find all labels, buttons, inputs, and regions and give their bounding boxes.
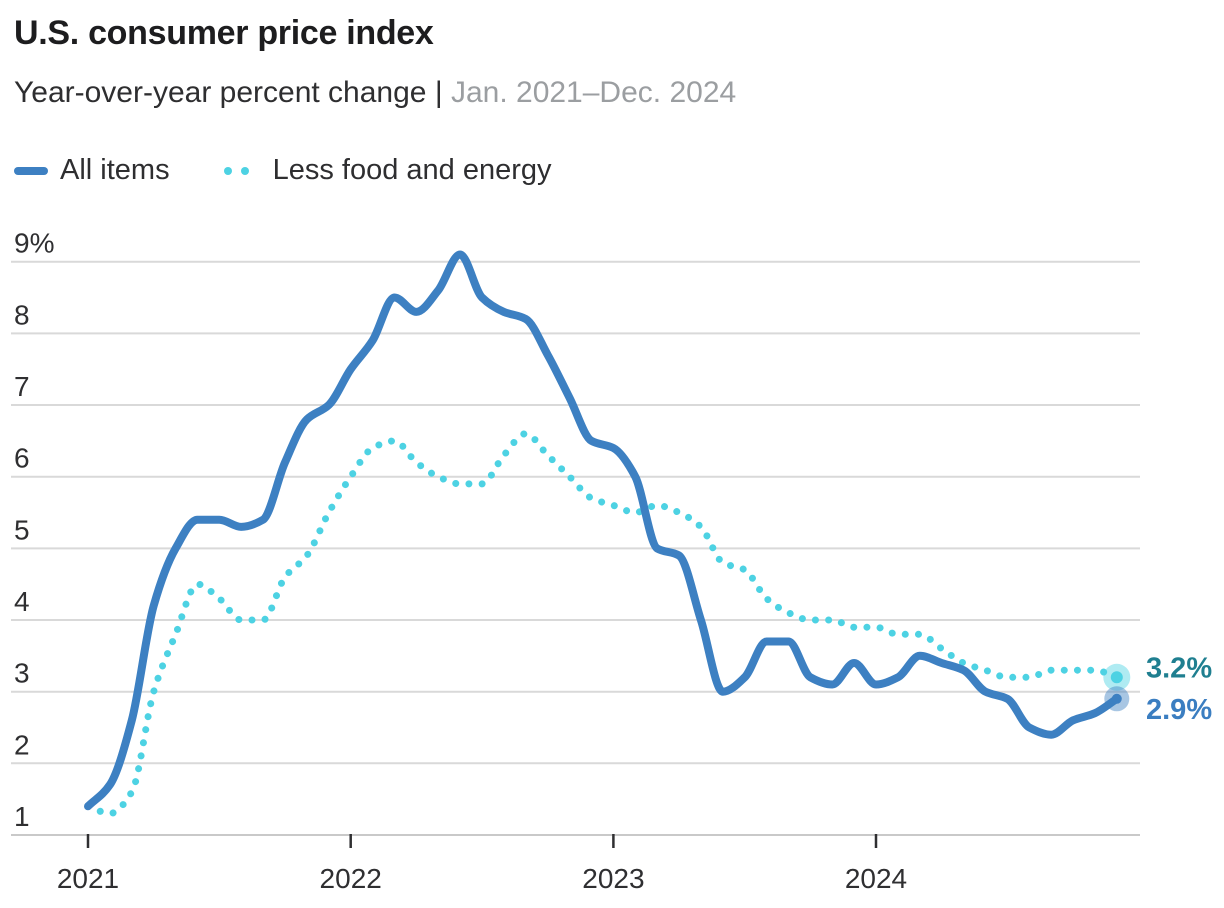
dot-icon <box>223 166 232 175</box>
legend-label-all-items: All items <box>60 154 170 186</box>
less-food-energy-endpoint-dot <box>1110 671 1123 684</box>
less-food-energy-end-value-label: 3.2% <box>1146 652 1212 684</box>
chart-subtitle: Year-over-year percent change | Jan. 202… <box>14 76 736 110</box>
subtitle-separator: | <box>434 76 443 109</box>
x-axis-label: 2022 <box>320 863 382 894</box>
y-axis-label: 2 <box>14 729 30 760</box>
legend-item-all-items: All items <box>14 154 170 187</box>
y-axis-label: 3 <box>14 658 30 689</box>
y-axis-label: 4 <box>14 586 30 617</box>
y-axis-label: 7 <box>14 371 30 402</box>
subtitle-date-range: Jan. 2021–Dec. 2024 <box>450 76 737 109</box>
series-line-less-food-energy <box>84 430 1121 817</box>
legend-label-less-food-energy: Less food and energy <box>272 154 552 186</box>
all-items-endpoint-dot <box>1111 693 1122 704</box>
subtitle-measure: Year-over-year percent change <box>14 76 427 109</box>
x-axis-label: 2023 <box>582 863 644 894</box>
dot-icon <box>240 166 249 175</box>
y-axis-label: 1 <box>14 801 30 832</box>
y-axis-label: 9% <box>14 228 54 259</box>
chart-title: U.S. consumer price index <box>14 14 434 52</box>
legend-item-less-food-energy: Less food and energy <box>223 154 552 187</box>
all-items-end-value-label: 2.9% <box>1146 694 1212 726</box>
solid-line-swatch-icon <box>14 166 48 175</box>
x-axis-label: 2021 <box>57 863 119 894</box>
x-axis-label: 2024 <box>845 863 907 894</box>
y-axis-label: 5 <box>14 514 30 545</box>
dotted-line-swatch-icon <box>223 166 249 175</box>
series-line-all-items <box>84 250 1121 811</box>
y-axis-label: 8 <box>14 299 30 330</box>
legend: All items Less food and energy <box>14 154 552 187</box>
y-axis-label: 6 <box>14 443 30 474</box>
